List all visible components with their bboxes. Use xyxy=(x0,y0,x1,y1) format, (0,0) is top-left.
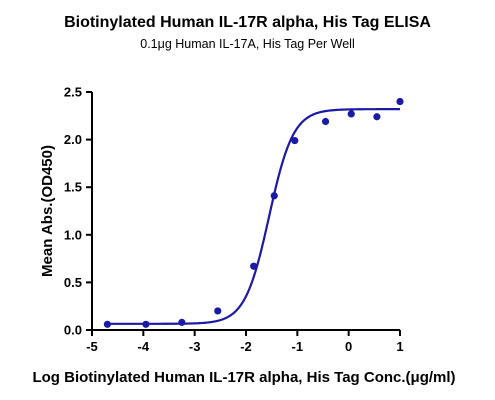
data-point xyxy=(396,97,404,106)
data-point xyxy=(291,136,299,145)
x-tick-label: 0 xyxy=(345,339,352,354)
x-tick-label: -4 xyxy=(138,339,150,354)
x-ticks: -5 -4 -3 -2 -1 0 1 xyxy=(86,330,404,354)
data-point xyxy=(214,307,222,315)
data-point xyxy=(321,117,330,126)
x-axis-label: Log Biotinylated Human IL-17R alpha, His… xyxy=(32,369,455,386)
chart-title: Biotinylated Human IL-17R alpha, His Tag… xyxy=(64,14,431,31)
y-tick-label: 0.0 xyxy=(64,323,82,338)
y-axis-label: Mean Abs.(OD450) xyxy=(39,145,56,277)
x-tick-label: -5 xyxy=(86,339,98,354)
y-ticks: 0.0 0.5 1.0 1.5 2.0 2.5 xyxy=(64,85,92,338)
data-points xyxy=(103,97,404,328)
data-point xyxy=(178,318,186,326)
chart-subtitle: 0.1μg Human IL-17A, His Tag Per Well xyxy=(140,37,355,51)
fit-curve xyxy=(107,108,400,325)
x-tick-label: -2 xyxy=(240,339,252,354)
data-point xyxy=(250,262,258,270)
data-point xyxy=(103,320,111,328)
x-tick-label: -1 xyxy=(292,339,304,354)
y-tick-label: 2.5 xyxy=(64,85,82,100)
data-point xyxy=(270,192,278,200)
data-point xyxy=(373,113,381,121)
x-tick-label: -3 xyxy=(189,339,201,354)
y-tick-label: 1.0 xyxy=(64,227,82,242)
y-tick-label: 2.0 xyxy=(64,132,82,147)
y-tick-label: 0.5 xyxy=(64,275,82,290)
x-tick-label: 1 xyxy=(396,339,403,354)
y-tick-label: 1.5 xyxy=(64,180,82,195)
data-point xyxy=(347,110,355,118)
data-point xyxy=(142,320,150,328)
